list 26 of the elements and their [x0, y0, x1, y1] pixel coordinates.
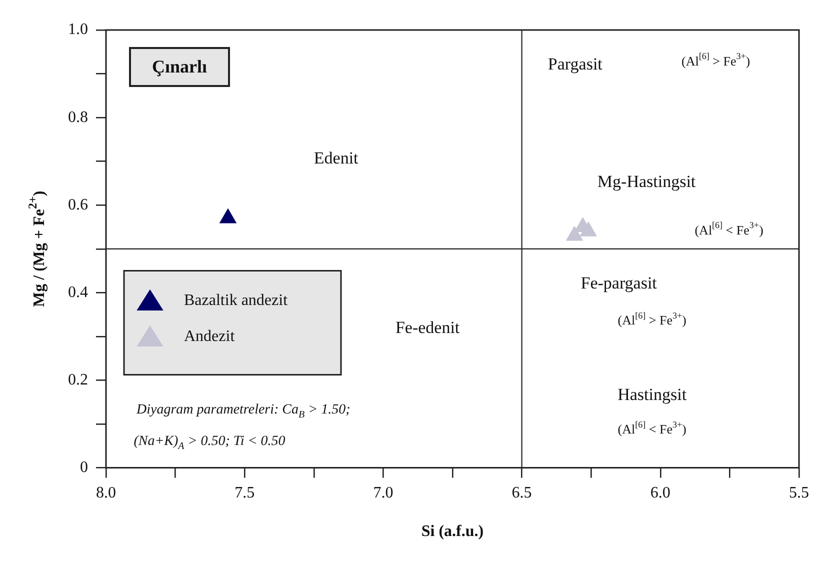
y-tick-label: 1.0 [68, 21, 88, 38]
x-tick-label: 6.5 [512, 484, 532, 502]
y-tick-label: 0 [80, 459, 88, 476]
point [580, 222, 597, 236]
x-tick-label: 6.0 [650, 484, 670, 502]
annotation: Hastingsit [618, 385, 687, 404]
annotation: Pargasit [548, 54, 603, 74]
x-tick-label: 7.5 [234, 484, 255, 502]
y-tick-label: 0.8 [68, 108, 88, 126]
annotation: Fe-edenit [395, 318, 460, 338]
annotation: Edenit [314, 148, 359, 168]
x-tick-label: 5.5 [789, 484, 809, 502]
y-tick-label: 0.4 [68, 284, 88, 301]
y-axis-title: Mg / (Mg + Fe2+) [26, 190, 48, 307]
x-tick-label: 7.0 [373, 484, 394, 502]
y-tick-label: 0.2 [68, 371, 88, 388]
annotation: Mg-Hastingsit [597, 172, 696, 191]
x-axis-title: Si (a.f.u.) [421, 522, 484, 540]
text: Çınarlı [152, 56, 208, 77]
y-tick-label: 0.6 [68, 196, 88, 214]
legend-label: Bazaltik andezit [184, 292, 288, 309]
legend-label: Andezit [184, 328, 236, 345]
point [566, 226, 583, 241]
x-tick-label: 8.0 [96, 484, 116, 502]
point [220, 208, 236, 224]
annotation: Fe-pargasit [580, 273, 658, 292]
